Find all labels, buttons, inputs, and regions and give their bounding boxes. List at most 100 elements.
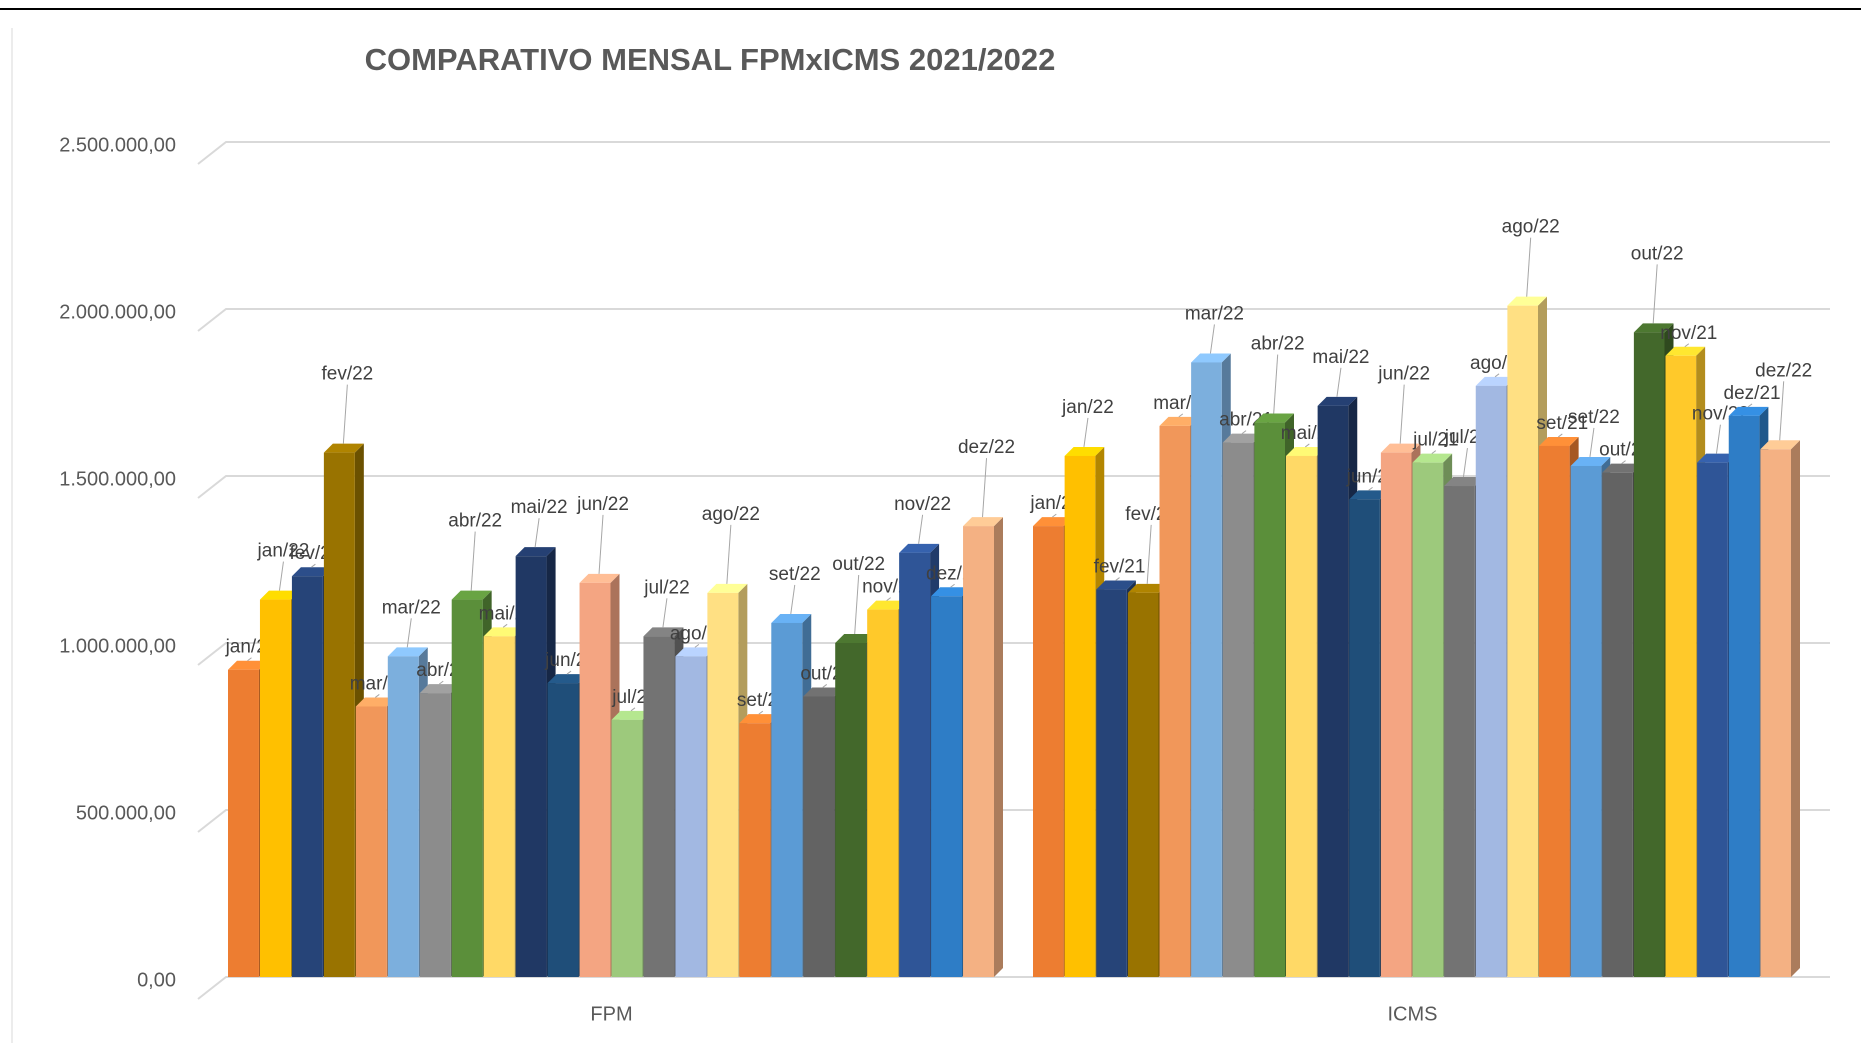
bar [1665,355,1697,977]
leader-line [694,643,700,648]
bar [355,706,387,977]
leader-line [758,710,764,715]
leader-line [438,680,444,685]
bar-top [1697,453,1737,463]
leader-line [1494,373,1500,378]
bar [739,723,771,977]
bar [643,636,675,977]
data-label: ago/22 [1502,217,1560,238]
grid-line [197,308,1830,332]
leader-line [406,618,412,648]
data-label: out/22 [1631,243,1684,264]
bar [323,452,355,977]
bar [419,693,451,977]
leader-line [1368,486,1373,491]
bar-top [1507,296,1547,306]
bar [803,696,835,977]
bar-top [643,627,684,637]
leader-line [886,597,891,601]
leader-line [1684,343,1690,348]
bar-side [994,517,1003,977]
bar-top [515,547,556,557]
bar-top [1602,463,1642,473]
bar-top [899,543,940,553]
bar-top [419,684,460,694]
bar-top [451,590,492,600]
leader-line [1621,460,1626,465]
leader-line [1399,384,1405,444]
leader-line [342,384,348,444]
bar-top [579,573,620,583]
leader-line [726,524,732,584]
bar [1096,589,1127,977]
data-label: jan/22 [257,541,310,562]
bar [1286,455,1317,978]
bar [1760,449,1791,977]
data-label: fev/21 [1094,557,1146,578]
bar-top [1286,446,1326,456]
bar-top [1444,477,1484,487]
bar [1539,445,1570,977]
data-label: dez/22 [958,437,1015,458]
bar-top [259,590,300,600]
bar [1033,526,1064,977]
bar [931,596,963,977]
bar [1064,455,1096,978]
leader-line [854,574,860,635]
bar [1127,592,1159,977]
bar [259,599,291,977]
leader-line [1209,324,1215,354]
bar-top [1380,443,1421,453]
data-label: mai/22 [1312,347,1369,368]
leader-line [1558,433,1563,438]
leader-line [247,657,252,662]
bar [1728,415,1760,977]
bar-top [1728,406,1769,416]
bar [1697,462,1728,977]
leader-line [1715,424,1721,454]
leader-line [278,561,284,591]
bar-top [323,443,364,453]
bar [1380,452,1412,977]
bar-top [771,613,812,623]
bar-top [611,710,652,720]
leader-line [1305,443,1310,448]
grid-line [197,141,1830,165]
data-label: nov/21 [1660,323,1717,344]
bar-top [675,647,716,657]
bar [1191,362,1222,977]
x-tick-label: FPM [590,1003,632,1025]
bar [835,643,867,977]
bar-top [355,697,396,707]
leader-line [630,707,636,712]
bar-top [483,627,524,637]
data-label: set/22 [769,564,821,585]
bar [611,719,643,977]
data-label: ago/22 [702,504,760,525]
bar [1475,385,1507,977]
leader-line [1146,524,1152,584]
bar-top [1317,396,1358,406]
bar-top [228,660,268,670]
bar [675,656,707,977]
data-label: set/22 [1568,407,1620,428]
bar [1412,462,1444,977]
data-label: jun/22 [1377,364,1430,385]
bar-top [867,600,908,610]
bar [1222,442,1254,978]
leader-line [1462,447,1468,478]
y-tick-label: 1.500.000,00 [59,468,176,490]
data-label: fev/22 [321,364,373,385]
leader-line [375,694,380,698]
bar-top [1475,376,1516,386]
bar [291,576,323,977]
bar [771,622,803,977]
leader-line [1052,513,1057,518]
bar-top [1254,413,1294,423]
bar-top [835,634,876,643]
leader-line [662,598,668,628]
leader-line [1652,264,1658,324]
leader-line [982,458,988,518]
bar [1602,472,1633,977]
leader-line [1779,381,1785,441]
